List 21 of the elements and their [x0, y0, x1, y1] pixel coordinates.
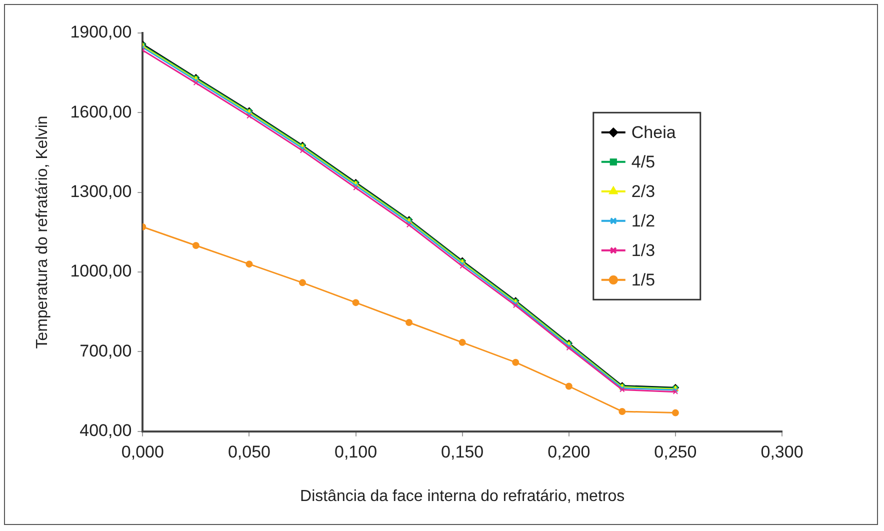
x-axis-title: Distância da face interna do refratário, metros: [300, 488, 625, 505]
legend-label: Cheia: [631, 123, 676, 142]
x-tick-label: 0,200: [548, 442, 590, 462]
x-tick-label: 0,300: [760, 442, 804, 462]
x-tick-label: 0,150: [441, 442, 484, 462]
legend-label: 4/5: [631, 152, 656, 172]
y-tick-label: 1300,00: [70, 182, 132, 202]
legend-label: 2/3: [631, 182, 656, 202]
y-axis-title: Temperatura do refratário, Kelvin: [34, 116, 52, 349]
x-tick-label: 0,250: [654, 442, 697, 462]
y-tick-label: 1600,00: [70, 102, 132, 122]
y-tick-label: 400,00: [80, 421, 132, 440]
x-tick-label: 0,000: [121, 442, 164, 462]
legend-label: 1/5: [631, 270, 656, 290]
x-tick-label: 0,050: [228, 442, 270, 462]
y-tick-label: 700,00: [80, 341, 132, 360]
x-tick-label: 0,100: [334, 442, 378, 462]
y-tick-label: 1000,00: [70, 262, 132, 281]
legend-label: 1/2: [631, 212, 656, 231]
legend-label: 1/3: [631, 241, 656, 260]
y-tick-label: 1900,00: [70, 22, 132, 42]
